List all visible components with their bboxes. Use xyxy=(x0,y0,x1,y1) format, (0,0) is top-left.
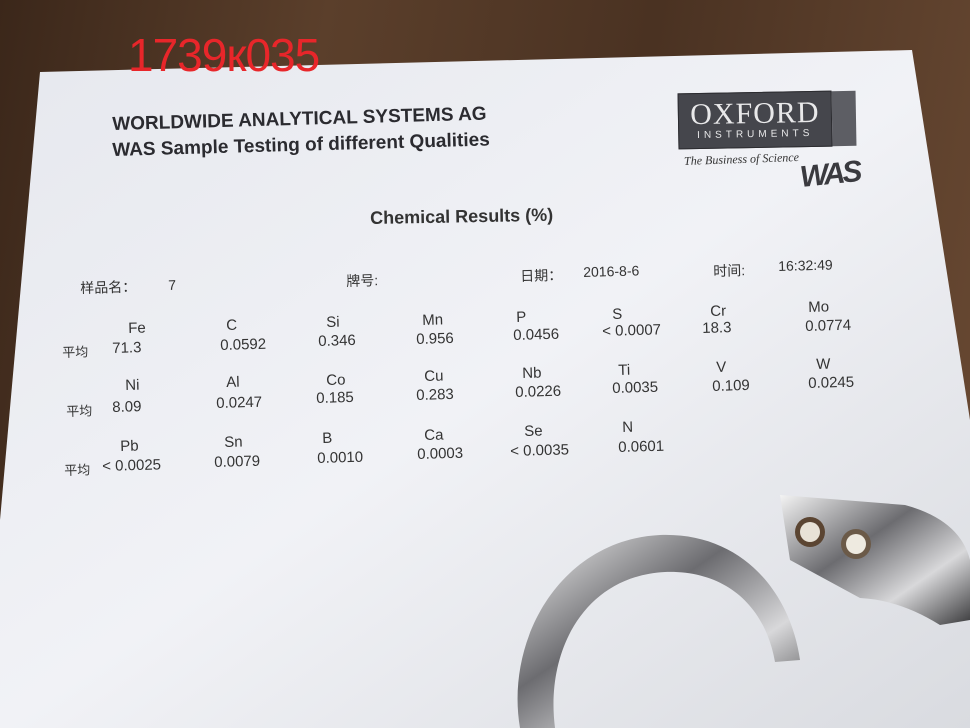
logo-tab xyxy=(831,90,857,147)
element-symbol: Ca xyxy=(424,426,444,444)
sample-name-value: 7 xyxy=(168,276,177,293)
element-symbol: Ti xyxy=(618,361,631,379)
element-value: 0.0601 xyxy=(618,437,665,456)
element-value: 0.0226 xyxy=(515,382,562,401)
element-symbol: Ni xyxy=(125,376,140,394)
steel-fragment-sample xyxy=(780,495,970,625)
element-symbol: Nb xyxy=(522,364,542,382)
element-value: 0.0592 xyxy=(220,335,267,354)
element-value: 8.09 xyxy=(112,398,142,416)
element-symbol: Sn xyxy=(224,433,243,451)
sample-name-label: 样品名： xyxy=(80,278,137,296)
sample-id-stamp: 1739к035 xyxy=(128,29,320,81)
element-value: 0.283 xyxy=(416,385,455,404)
element-symbol: Fe xyxy=(128,319,146,337)
element-value: < 0.0007 xyxy=(602,321,662,340)
element-symbol: S xyxy=(612,305,623,323)
element-symbol: W xyxy=(816,355,831,373)
element-value: 0.0035 xyxy=(612,378,659,397)
element-symbol: Cu xyxy=(424,367,444,385)
element-symbol: N xyxy=(622,418,634,436)
element-value: 0.185 xyxy=(316,388,355,407)
element-value: 0.346 xyxy=(318,331,357,350)
element-symbol: Mn xyxy=(422,311,444,329)
element-value: 71.3 xyxy=(112,339,142,357)
element-value: 0.956 xyxy=(416,329,455,348)
was-logo-mark: WAS xyxy=(798,154,861,195)
element-value: 0.0774 xyxy=(805,316,852,335)
logo-sub: INSTRUMENTS xyxy=(697,127,814,142)
element-symbol: Co xyxy=(326,371,346,389)
grade-label: 牌号: xyxy=(346,272,379,289)
element-symbol: Pb xyxy=(120,437,139,455)
average-label: 平均 xyxy=(66,403,93,419)
element-symbol: P xyxy=(516,308,527,326)
oxford-instruments-logo: OXFORD INSTRUMENTS xyxy=(677,90,833,150)
average-label: 平均 xyxy=(62,344,89,360)
time-label: 时间: xyxy=(713,262,746,279)
element-symbol: Se xyxy=(524,422,543,440)
element-value: 0.0010 xyxy=(317,448,364,467)
date-value: 2016-8-6 xyxy=(583,262,640,280)
section-title: Chemical Results (%) xyxy=(370,204,554,228)
date-label: 日期： xyxy=(520,266,563,284)
element-symbol: V xyxy=(716,358,727,376)
element-symbol: B xyxy=(322,429,333,447)
element-symbol: C xyxy=(226,316,238,334)
element-value: < 0.0025 xyxy=(102,456,162,475)
element-value: 0.0456 xyxy=(513,325,560,344)
element-value: 0.109 xyxy=(712,376,751,395)
element-value: 0.0245 xyxy=(808,373,855,392)
element-symbol: Mo xyxy=(808,298,830,316)
element-symbol: Si xyxy=(326,313,340,331)
element-value: 0.0003 xyxy=(417,444,464,463)
element-symbol: Al xyxy=(226,373,240,391)
steel-ring-sample xyxy=(517,534,800,728)
logo-brand: OXFORD xyxy=(689,95,820,132)
element-value: 18.3 xyxy=(702,319,732,337)
average-label: 平均 xyxy=(64,462,91,478)
element-value: 0.0079 xyxy=(214,452,261,471)
element-value: 0.0247 xyxy=(216,393,263,412)
time-value: 16:32:49 xyxy=(778,256,833,274)
element-value: < 0.0035 xyxy=(510,441,570,460)
element-symbol: Cr xyxy=(710,302,727,320)
